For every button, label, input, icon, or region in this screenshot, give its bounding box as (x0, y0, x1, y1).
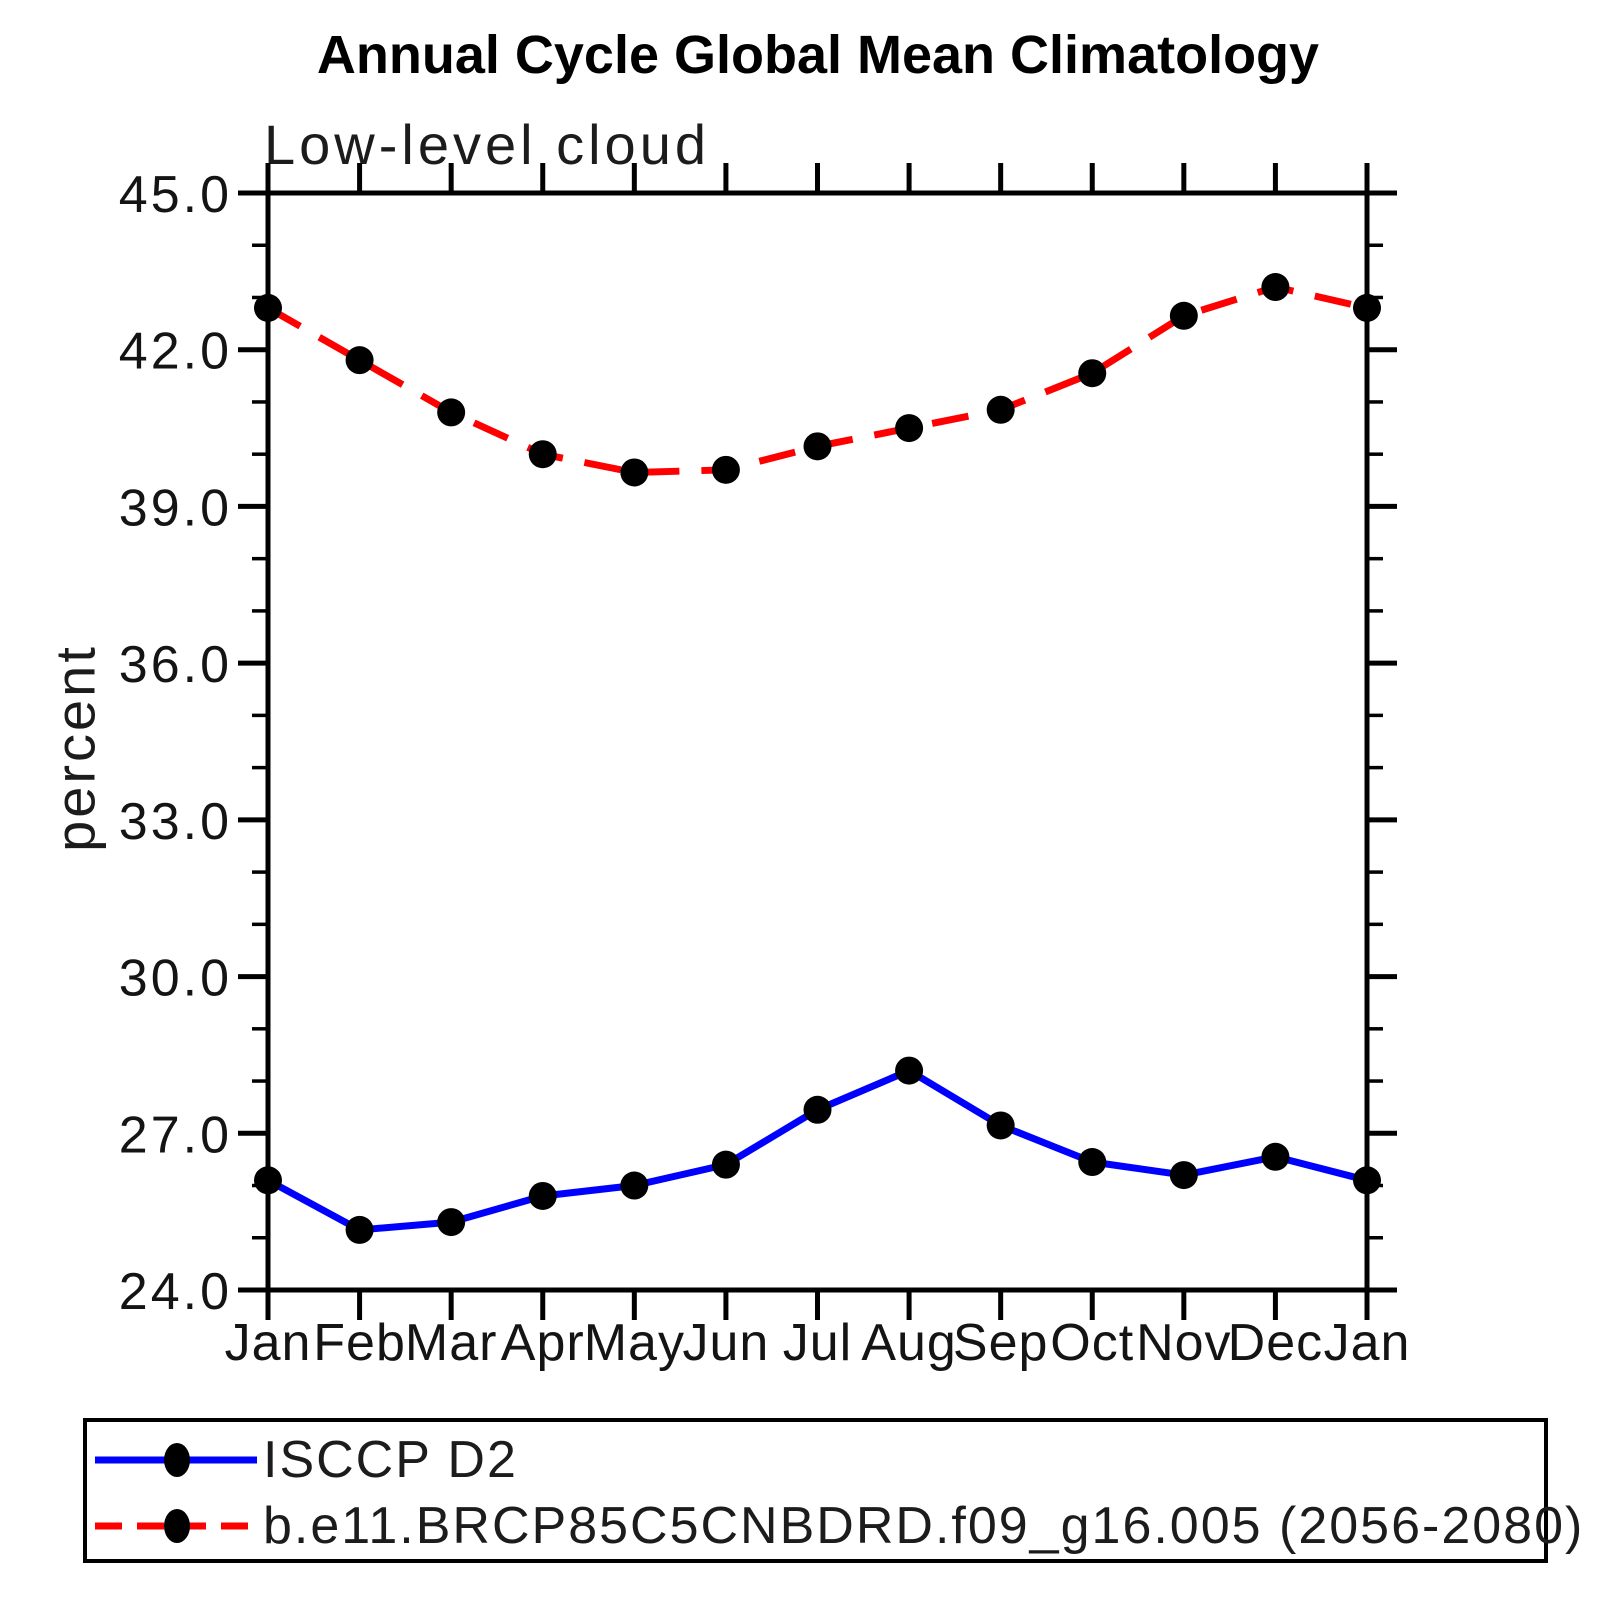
data-point-marker-isccp (528, 1181, 557, 1210)
x-tick-label: Jun (682, 1314, 769, 1372)
y-tick-label: 27.0 (119, 1106, 232, 1164)
data-point-marker-isccp (1353, 1166, 1381, 1195)
x-tick-label: Jan (1324, 1314, 1411, 1372)
x-tick-label: Mar (405, 1314, 498, 1372)
data-point-marker-model (895, 414, 924, 443)
x-tick-label: Sep (953, 1314, 1049, 1372)
legend-label-model: b.e11.BRCP85C5CNBDRD.f09_g16.005 (2056-2… (263, 1497, 1585, 1555)
y-tick-label: 39.0 (119, 479, 232, 537)
legend-line-isccp-icon (95, 1443, 257, 1477)
data-point-marker-model (1261, 273, 1290, 302)
x-tick-label: Jan (225, 1314, 312, 1372)
data-point-marker-isccp (437, 1208, 466, 1237)
y-tick-label: 42.0 (119, 323, 232, 381)
data-point-marker-isccp (711, 1150, 740, 1179)
data-point-marker-model (1353, 293, 1381, 322)
series-line-isccp (266, 1067, 1368, 1234)
legend-label-isccp: ISCCP D2 (263, 1431, 518, 1489)
x-tick-label: Oct (1050, 1314, 1134, 1372)
data-point-marker-isccp (1078, 1148, 1107, 1177)
data-point-marker-isccp (254, 1166, 282, 1195)
y-tick-label: 36.0 (119, 636, 232, 694)
x-tick-label: Nov (1136, 1314, 1231, 1372)
x-tick-label: May (584, 1314, 685, 1372)
x-tick-label: Feb (313, 1314, 406, 1372)
y-tick-label: 24.0 (119, 1263, 232, 1321)
data-point-marker-isccp (895, 1056, 924, 1085)
data-point-marker-isccp (345, 1215, 374, 1244)
legend-item-model: b.e11.BRCP85C5CNBDRD.f09_g16.005 (2056-2… (87, 1494, 1582, 1558)
chart-title: Annual Cycle Global Mean Climatology (316, 25, 1320, 85)
data-point-marker-isccp (986, 1111, 1015, 1140)
legend-item-isccp: ISCCP D2 (87, 1428, 1544, 1492)
data-point-marker-model (528, 440, 557, 469)
x-tick-label: Dec (1228, 1314, 1323, 1372)
legend: ISCCP D2 b.e11.BRCP85C5CNBDRD.f09_g16.00… (83, 1418, 1582, 1563)
data-point-marker-model (1078, 359, 1107, 388)
x-tick-label: Jul (783, 1314, 852, 1372)
plot-frame (265, 190, 1370, 1293)
y-tick-label: 30.0 (119, 950, 232, 1008)
data-point-marker-model (803, 432, 832, 461)
data-point-marker-isccp (1261, 1142, 1290, 1171)
data-point-marker-model (986, 395, 1015, 424)
data-point-marker-model (437, 398, 466, 427)
y-tick-label: 33.0 (119, 793, 232, 851)
y-tick-label: 45.0 (119, 166, 232, 224)
data-point-marker-model (1169, 301, 1198, 330)
data-point-marker-model (254, 293, 282, 322)
data-point-marker-model (620, 458, 649, 487)
data-point-marker-model (711, 455, 740, 484)
x-tick-label: Aug (861, 1314, 957, 1372)
data-point-marker-isccp (1169, 1161, 1198, 1190)
legend-line-model-icon (95, 1509, 257, 1543)
x-tick-label: Apr (501, 1314, 585, 1372)
data-point-marker-isccp (620, 1171, 649, 1200)
data-point-marker-model (345, 346, 374, 375)
data-point-marker-isccp (803, 1095, 832, 1124)
